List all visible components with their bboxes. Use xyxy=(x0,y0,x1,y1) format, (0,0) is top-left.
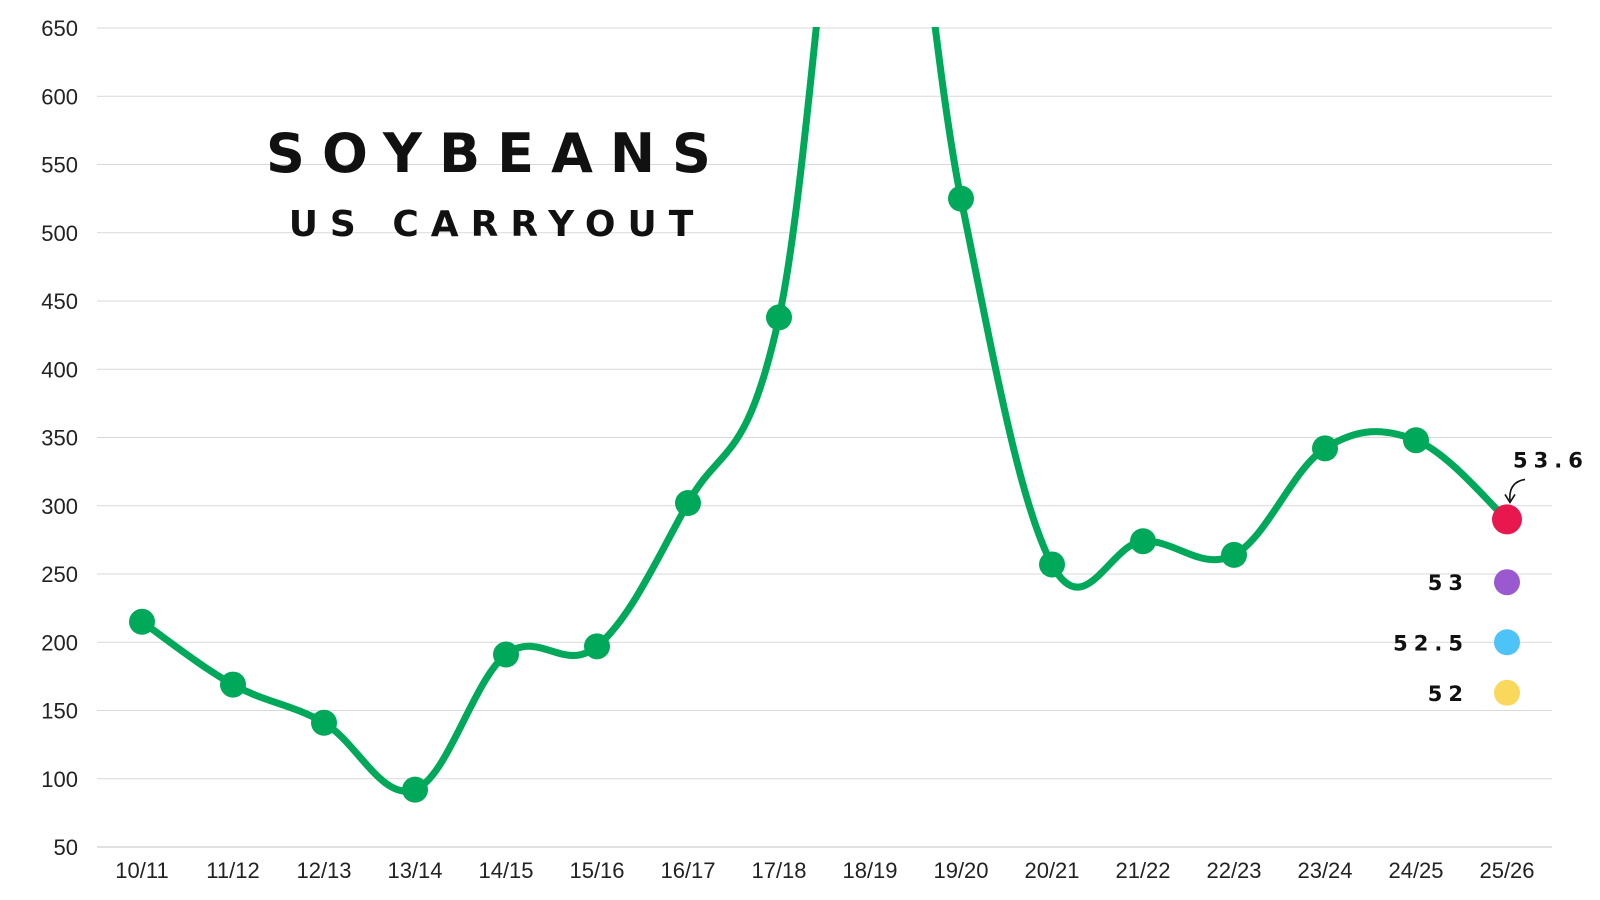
y-tick-label: 300 xyxy=(41,494,78,519)
data-point xyxy=(493,641,519,668)
data-point xyxy=(220,671,246,698)
y-tick-label: 650 xyxy=(41,16,78,41)
grid-layer xyxy=(97,27,1552,848)
data-point xyxy=(402,776,428,803)
x-tick-label: 21/22 xyxy=(1115,858,1170,883)
data-point xyxy=(1039,551,1065,578)
y-tick-label: 200 xyxy=(41,630,78,655)
y-tick-label: 100 xyxy=(41,767,78,792)
data-point xyxy=(584,633,610,660)
chart-subtitle: US CARRYOUT xyxy=(289,204,706,245)
x-tick-label: 13/14 xyxy=(387,858,442,883)
x-tick-label: 10/11 xyxy=(115,858,168,883)
series-line xyxy=(138,27,1511,795)
y-tick-label: 450 xyxy=(41,289,78,314)
x-tick-label: 16/17 xyxy=(660,858,715,883)
x-tick-label: 19/20 xyxy=(933,858,988,883)
series-line-layer xyxy=(138,27,1511,795)
estimate-dot xyxy=(1494,629,1520,656)
estimate-arrow xyxy=(1509,478,1526,501)
x-tick-label: 12/13 xyxy=(296,858,351,883)
data-point xyxy=(1221,541,1247,568)
estimate-label: 52.5 xyxy=(1393,631,1469,655)
data-points xyxy=(129,185,1429,803)
x-axis-ticks: 10/11 11/12 12/13 13/14 14/15 15/16 16/17 17/18… xyxy=(115,858,1534,883)
y-tick-label: 350 xyxy=(41,426,78,451)
estimate-label: 52 xyxy=(1428,682,1469,706)
chart-title: SOYBEANS xyxy=(266,122,728,185)
y-axis-ticks: 650 600 550 500 450 400 350 300 250 200 150 100 50 xyxy=(41,16,78,860)
estimate-label: 53.6 xyxy=(1513,448,1589,472)
data-point xyxy=(948,185,974,212)
x-tick-label: 23/24 xyxy=(1297,858,1352,883)
data-point xyxy=(1130,528,1156,555)
x-tick-label: 22/23 xyxy=(1206,858,1261,883)
data-point xyxy=(1403,427,1429,454)
x-tick-label: 15/16 xyxy=(569,858,624,883)
x-tick-label: 18/19 xyxy=(842,858,897,883)
data-point xyxy=(675,490,701,517)
x-tick-label: 17/18 xyxy=(751,858,806,883)
data-point xyxy=(129,608,155,635)
data-point xyxy=(311,709,337,736)
data-point xyxy=(766,304,792,331)
y-tick-label: 550 xyxy=(41,153,78,178)
x-tick-label: 20/21 xyxy=(1024,858,1079,883)
y-tick-label: 600 xyxy=(41,84,78,109)
y-tick-label: 50 xyxy=(54,835,78,860)
y-tick-label: 500 xyxy=(41,221,78,246)
x-tick-label: 11/12 xyxy=(206,858,259,883)
estimate-label: 53 xyxy=(1428,571,1469,595)
estimate-dot xyxy=(1494,569,1520,596)
data-point xyxy=(1312,435,1338,462)
estimate-dot xyxy=(1494,679,1520,706)
x-tick-label: 25/26 xyxy=(1479,858,1534,883)
y-tick-label: 400 xyxy=(41,357,78,382)
estimate-arrowhead xyxy=(1504,493,1516,504)
estimate-dot xyxy=(1492,504,1522,535)
y-tick-label: 250 xyxy=(41,562,78,587)
estimate-markers: 53.6 53 52.5 52 xyxy=(1393,448,1589,706)
x-tick-label: 14/15 xyxy=(478,858,533,883)
x-tick-label: 24/25 xyxy=(1388,858,1443,883)
y-tick-label: 150 xyxy=(41,699,78,724)
